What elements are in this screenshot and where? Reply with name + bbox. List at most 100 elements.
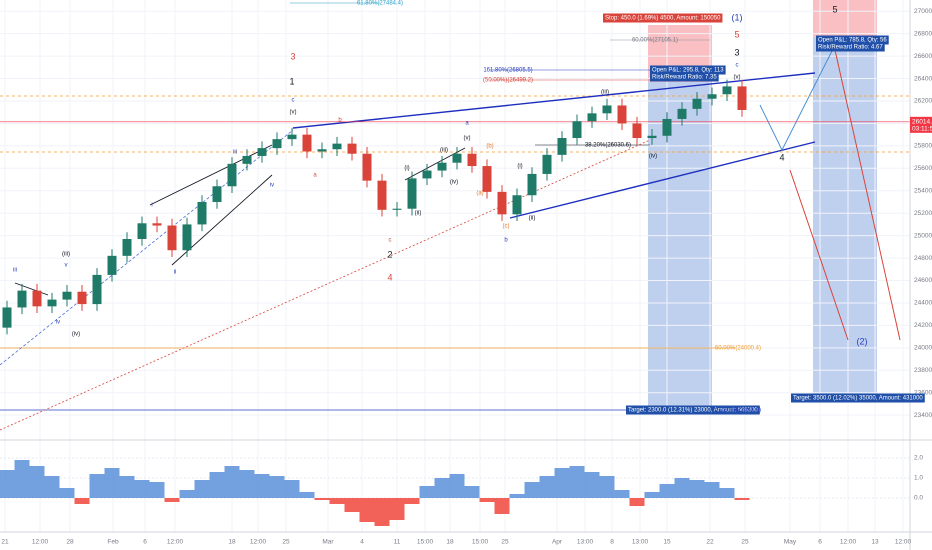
- indicator-bar: [74, 498, 90, 504]
- candle-body: [377, 180, 387, 210]
- annotation-label: c: [736, 63, 739, 69]
- x-tick-label: 12:00: [250, 539, 267, 546]
- annotation-label: Target: 3500.0 (12.02%) 35000, Amount: 4…: [793, 396, 923, 402]
- y-tick-label: 26800.0: [914, 30, 932, 37]
- annotation-label: (v): [464, 136, 471, 142]
- indicator-bar: [494, 498, 510, 514]
- annotation-label: (iv): [450, 180, 458, 186]
- indicator-bar: [434, 478, 450, 498]
- candle-body: [2, 307, 12, 328]
- candle-body: [32, 290, 42, 307]
- candle-body: [467, 153, 477, 167]
- candle-body: [647, 135, 657, 139]
- y-tick-label: 24000.0: [914, 345, 932, 352]
- candle-body: [542, 154, 552, 174]
- candle-body: [737, 86, 747, 110]
- indicator-bar: [419, 486, 435, 498]
- annotation-label: Open P&L: 295.8, Qty: 113: [652, 68, 724, 74]
- candle-body: [347, 143, 357, 154]
- indicator-bar: [629, 498, 645, 506]
- candle-body: [452, 153, 462, 163]
- y-tick-label: 26200.0: [914, 98, 932, 105]
- candle-body: [572, 121, 582, 139]
- x-tick-label: 25: [741, 539, 749, 546]
- annotation-label: Open P&L: 785.8, Qty: 56: [818, 38, 887, 44]
- indicator-bar: [374, 498, 390, 526]
- x-tick-label: 6: [818, 539, 822, 546]
- candle-body: [167, 225, 177, 251]
- candle-body: [407, 178, 417, 209]
- candle-body: [587, 113, 597, 122]
- annotation-label: iii: [13, 268, 17, 274]
- annotation-label: ii: [174, 270, 177, 276]
- candle-body: [77, 291, 87, 305]
- annotation-label: b: [504, 238, 508, 244]
- indicator-bar: [194, 480, 210, 498]
- candle-body: [62, 291, 72, 300]
- annotation-label: a: [465, 121, 469, 127]
- candle-body: [332, 143, 342, 150]
- indicator-bar: [569, 466, 585, 498]
- projection-arrow: [759, 44, 836, 152]
- candle-body: [242, 155, 252, 164]
- x-tick-label: 21: [1, 539, 9, 546]
- target-zone: [648, 82, 712, 410]
- annotation-box: [626, 405, 760, 415]
- annotation-label: 61.80%(23444.9): [715, 408, 761, 414]
- x-tick-label: 12:00: [32, 539, 49, 546]
- candle-body: [107, 255, 117, 275]
- indicator-bar: [479, 498, 495, 502]
- indicator-bar: [59, 488, 75, 498]
- channel-line: [292, 72, 816, 129]
- annotation-label: (i): [404, 166, 409, 172]
- annotation-label: 3: [734, 47, 739, 57]
- indicator-bar: [389, 498, 405, 520]
- indicator-bar: [119, 476, 135, 498]
- annotation-label: (v): [734, 75, 741, 81]
- y-tick-label: 23800.0: [914, 367, 932, 374]
- grid: [0, 0, 910, 532]
- annotation-box: [650, 72, 719, 82]
- countdown-label: 03:11:56: [912, 126, 932, 133]
- indicator-bar: [599, 476, 615, 498]
- annotation-label: (a): [476, 191, 483, 197]
- x-tick-label: 12:00: [895, 539, 912, 546]
- y-tick-label: 25800.0: [914, 143, 932, 150]
- x-tick-label: 18: [446, 539, 454, 546]
- x-tick-label: Mar: [322, 539, 334, 546]
- annotation-label: (v): [290, 110, 297, 116]
- indicator-bar: [284, 480, 300, 498]
- annotation-box: [603, 13, 723, 23]
- annotation-label: (i): [517, 164, 522, 170]
- annotation-label: v: [65, 263, 68, 269]
- annotation-label: 4: [779, 152, 784, 162]
- indicator-bar: [329, 498, 345, 504]
- candle-body: [512, 195, 522, 215]
- indicator-bar: [644, 492, 660, 498]
- x-tick-label: 15:00: [417, 539, 434, 546]
- annotation-label: 5: [734, 29, 739, 39]
- annotation-label: 60.00%(27105.1): [632, 38, 678, 44]
- candle-body: [527, 173, 537, 196]
- y-tick-label: 23600.0: [914, 389, 932, 396]
- indicator-bar: [0, 470, 15, 498]
- x-tick-label: Feb: [107, 539, 119, 546]
- indicator-bar: [734, 498, 750, 500]
- trend-line: [0, 129, 294, 366]
- indicator-tick-label: 1.0: [914, 475, 923, 482]
- annotation-label: (iii): [601, 90, 609, 96]
- candle-body: [317, 149, 327, 152]
- y-tick-label: 26400.0: [914, 75, 932, 82]
- y-tick-label: 25600.0: [914, 165, 932, 172]
- annotation-label: (ii): [529, 216, 536, 222]
- x-tick-label: Apr: [552, 539, 563, 546]
- indicator-bar: [554, 468, 570, 498]
- x-tick-label: 12:00: [167, 539, 184, 546]
- y-tick-label: 23400.0: [914, 412, 932, 419]
- candle-body: [497, 191, 507, 215]
- indicator-tick-label: 2.0: [914, 455, 923, 462]
- x-tick-label: 25: [501, 539, 509, 546]
- annotation-label: iv: [270, 183, 274, 189]
